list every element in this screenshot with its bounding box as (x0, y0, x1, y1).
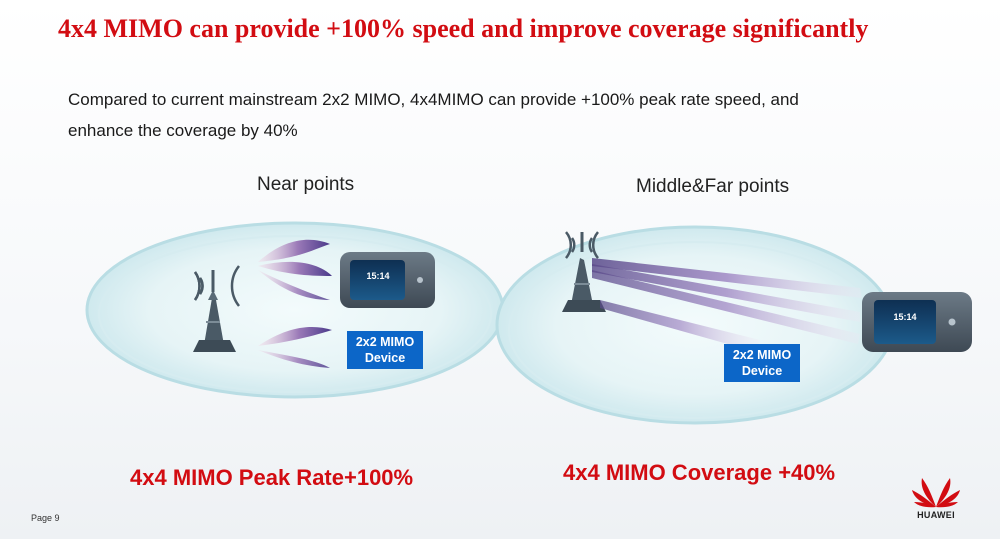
device-label-line: Device (364, 351, 406, 365)
slide-subtitle: Compared to current mainstream 2x2 MIMO,… (68, 84, 908, 146)
caption-coverage: 4x4 MIMO Coverage +40% (563, 460, 836, 485)
beam-rays-far (592, 258, 862, 352)
antenna-tower-icon (562, 232, 606, 312)
brand-name: HUAWEI (917, 510, 955, 520)
device-label-line: Device (741, 364, 783, 378)
huawei-logo-icon (912, 478, 960, 508)
beam-upper-near (258, 239, 332, 300)
device-label-far: 2x2 MIMO Device (724, 344, 800, 382)
subtitle-line: Compared to current mainstream 2x2 MIMO,… (68, 90, 799, 109)
signal-waves-icon (193, 265, 240, 307)
antenna-tower-icon (193, 270, 236, 352)
mifi-device-icon (862, 292, 972, 352)
device-label-near: 2x2 MIMO Device (347, 331, 423, 369)
signal-waves-icon (564, 231, 600, 259)
panel-heading-far: Middle&Far points (636, 176, 790, 197)
slide-title: 4x4 MIMO can provide +100% speed and imp… (58, 14, 869, 43)
caption-peak-rate: 4x4 MIMO Peak Rate+100% (130, 465, 414, 490)
subtitle-line: enhance the coverage by 40% (68, 121, 298, 140)
panel-heading-near: Near points (257, 174, 355, 195)
device-screen-time: 15:14 (893, 312, 916, 322)
device-label-line: 2x2 MIMO (732, 348, 792, 362)
device-label-line: 2x2 MIMO (355, 335, 415, 349)
device-screen-time: 15:14 (366, 271, 389, 281)
page-number: Page 9 (31, 513, 60, 523)
mifi-device-icon (340, 252, 435, 308)
beam-lower-near (258, 327, 332, 368)
